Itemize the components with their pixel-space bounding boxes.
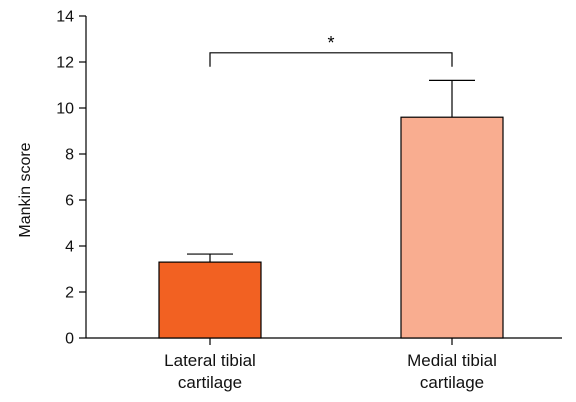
y-tick-label: 10 — [56, 101, 74, 118]
significance-label: * — [327, 33, 334, 53]
y-tick-label: 12 — [56, 55, 74, 72]
x-tick-label: Lateral tibial — [164, 351, 256, 370]
x-tick-label: cartilage — [420, 373, 484, 392]
y-tick-label: 0 — [65, 331, 74, 348]
y-axis-label: Mankin score — [17, 142, 34, 237]
y-tick-label: 2 — [65, 285, 74, 302]
y-tick-label: 14 — [56, 9, 74, 26]
bar — [400, 116, 504, 339]
x-tick-label: Medial tibial — [407, 351, 497, 370]
y-tick-label: 8 — [65, 147, 74, 164]
y-tick-label: 6 — [65, 193, 74, 210]
bar — [158, 261, 262, 339]
significance-bracket — [209, 52, 453, 67]
y-tick-label: 4 — [65, 239, 74, 256]
x-tick-label: cartilage — [178, 373, 242, 392]
plot-area: 0 2 4 6 8 10 12 14 Lateral tibial cartilage Medial… — [56, 9, 562, 392]
